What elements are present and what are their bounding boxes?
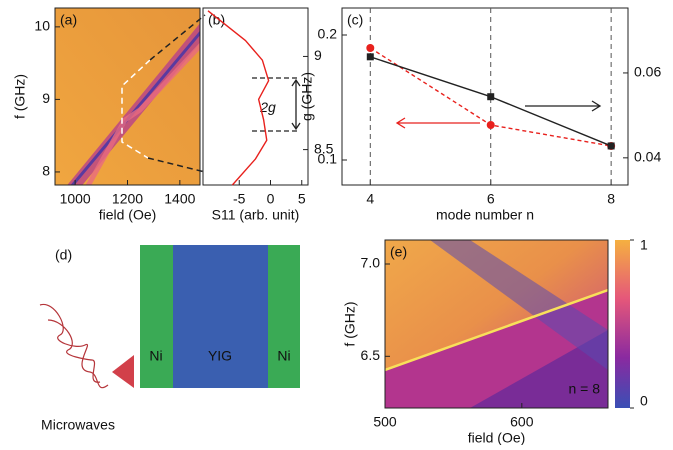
heatmap-a-image [55,5,215,200]
y-tick-label: 8 [42,163,50,179]
x-tick-label: 1400 [164,191,195,207]
x-axis-label: S11 (arb. unit) [212,207,300,223]
marker [367,53,374,60]
y-axis-label: f (GHz) [342,301,358,346]
y-axis-label: f (GHz) [12,74,28,119]
panel-label: (a) [60,12,77,28]
marker [366,44,374,52]
x-tick-label: 1200 [112,191,143,207]
y-tick-label: 0.2 [318,26,338,42]
panel-label: (c) [347,12,363,28]
panel-label: (d) [55,247,72,263]
block-label: YIG [208,348,232,364]
x-tick-label: 0 [267,191,275,207]
y-tick-label: 7.0 [361,255,381,271]
figure: (d) Ni YIG Ni Microwaves 100012001400891… [0,0,673,445]
y2-tick-label: 0.04 [634,149,661,165]
x-axis-label: field (Oe) [99,207,157,223]
colorbar [615,240,630,408]
y-tick-label: 0.1 [318,151,338,167]
diagram-d: (d) Ni YIG Ni Microwaves [40,245,300,433]
panel-label: (b) [208,12,225,28]
y-axis-label: g (GHz) [299,72,315,121]
x-tick-label: 1000 [60,191,91,207]
x-tick-label: 500 [373,414,397,430]
source-label: Microwaves [41,417,115,433]
x-tick-label: 8 [607,191,615,207]
x-axis-label: mode number n [436,207,534,223]
colorbar-tick-label: 1 [640,237,648,253]
plot-frame [342,8,628,185]
colorbar-tick-label: 0 [640,393,648,409]
y-tick-label: 9 [42,90,50,106]
x-tick-label: 600 [510,414,534,430]
block-label: Ni [149,348,162,364]
y-tick-label: 9 [314,47,322,63]
block-label: Ni [277,348,290,364]
marker [487,93,494,100]
y-tick-label: 6.5 [361,347,381,363]
marker [608,142,615,149]
x-tick-label: 4 [366,191,374,207]
series-line [208,11,269,185]
x-tick-label: -5 [233,191,246,207]
x-tick-label: 5 [298,191,306,207]
marker [487,121,495,129]
y-tick-label: 10 [34,18,50,34]
y2-tick-label: 0.06 [634,64,661,80]
x-axis-label: field (Oe) [468,430,526,445]
annotation: n = 8 [568,381,600,397]
x-tick-label: 6 [487,191,495,207]
panel-label: (e) [390,244,407,260]
